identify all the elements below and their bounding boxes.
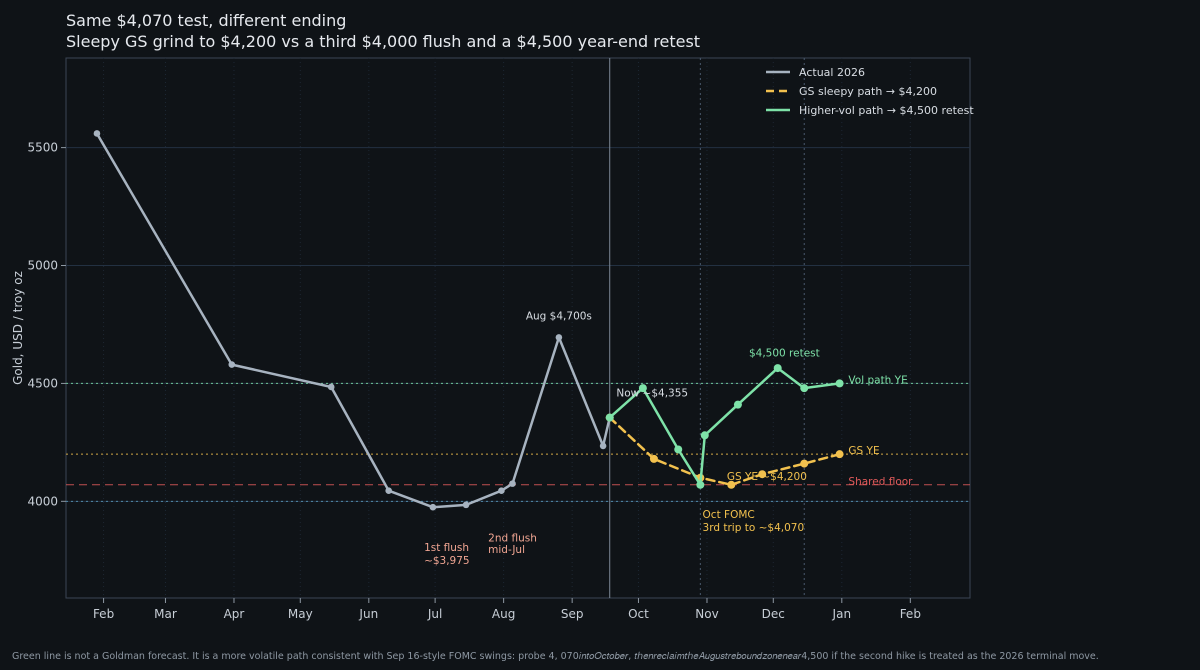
series-layer <box>93 130 844 511</box>
annotation-label: Now ~$4,355 <box>616 387 688 399</box>
axes-layer: 4000 4500 5000 5500 Feb Mar Apr May Jun Jul Aug Sep… <box>11 141 921 621</box>
x-tick-label: Dec <box>762 607 785 621</box>
x-tick-label: Jan <box>832 607 852 621</box>
data-point <box>509 480 516 487</box>
x-tick-label: Oct <box>628 607 649 621</box>
annotation-label: Shared floor <box>848 476 913 488</box>
x-tick-label: Jun <box>358 607 378 621</box>
data-point <box>700 431 709 440</box>
plot-area <box>65 57 971 599</box>
x-tick-label: Sep <box>561 607 584 621</box>
data-point <box>429 503 437 511</box>
annotation-label: 3rd trip to ~$4,070 <box>703 522 805 534</box>
data-point <box>555 334 563 341</box>
annotations-layer: Aug $4,700s Now ~$4,355 $4,500 retest 1st f… <box>424 311 913 567</box>
data-point <box>327 383 335 391</box>
data-point <box>696 480 705 489</box>
y-tick-label: 5500 <box>27 141 58 155</box>
data-point <box>674 445 683 454</box>
grid-layer <box>65 57 971 599</box>
annotation-label: GS YE <box>848 445 879 457</box>
x-tick-label: Jul <box>427 607 442 621</box>
annotation-label: GS YE ~$4,200 <box>727 471 807 483</box>
chart-title: Same $4,070 test, different ending <box>66 11 347 30</box>
annotation-label: Vol path YE <box>848 374 907 386</box>
y-tick-label: 4000 <box>27 494 58 508</box>
annotation-label: Aug $4,700s <box>526 311 592 323</box>
annotation-label: 1st flush <box>424 542 469 554</box>
data-point <box>649 454 658 463</box>
data-point <box>385 487 392 495</box>
data-point <box>800 384 809 393</box>
x-tick-label: Nov <box>695 607 718 621</box>
x-tick-label: May <box>288 607 313 621</box>
data-point <box>733 400 742 409</box>
data-point <box>800 459 809 468</box>
annotation-label: ~$3,975 <box>424 555 470 567</box>
data-point <box>727 480 736 489</box>
annotation-label: mid-Jul <box>488 544 525 556</box>
reference-lines-layer <box>66 58 970 598</box>
legend-label: GS sleepy path → $4,200 <box>799 85 937 98</box>
x-tick-label: Mar <box>154 607 177 621</box>
data-point <box>835 379 844 388</box>
data-point <box>93 130 101 137</box>
x-tick-label: Aug <box>492 607 515 621</box>
x-tick-label: Feb <box>93 607 114 621</box>
annotation-label: $4,500 retest <box>749 347 820 359</box>
data-point <box>228 361 236 368</box>
footnote: Green line is not a Goldman forecast. It… <box>12 651 1099 662</box>
data-point <box>638 384 647 393</box>
chart-subtitle: Sleepy GS grind to $4,200 vs a third $4,… <box>66 32 701 51</box>
annotation-label: 2nd flush <box>488 532 537 544</box>
annotation-label: Oct FOMC <box>703 509 755 521</box>
x-tick-label: Feb <box>900 607 921 621</box>
data-point <box>599 442 607 450</box>
data-point <box>605 413 614 422</box>
y-axis-label: Gold, USD / troy oz <box>11 271 25 385</box>
y-tick-label: 4500 <box>27 376 58 390</box>
data-point <box>462 501 470 509</box>
data-point <box>498 487 505 495</box>
y-tick-label: 5000 <box>27 259 58 273</box>
data-point <box>773 364 782 373</box>
data-point <box>758 470 767 479</box>
legend-label: Higher-vol path → $4,500 retest <box>799 104 974 117</box>
x-tick-label: Apr <box>224 607 245 621</box>
data-point <box>835 450 844 459</box>
chart-title-block: Same $4,070 test, different ending Sleep… <box>66 10 700 52</box>
legend: Actual 2026 GS sleepy path → $4,200 Higher… <box>766 66 974 117</box>
gold-price-chart: Aug $4,700s Now ~$4,355 $4,500 retest 1st f… <box>11 57 974 621</box>
legend-label: Actual 2026 <box>799 66 865 79</box>
